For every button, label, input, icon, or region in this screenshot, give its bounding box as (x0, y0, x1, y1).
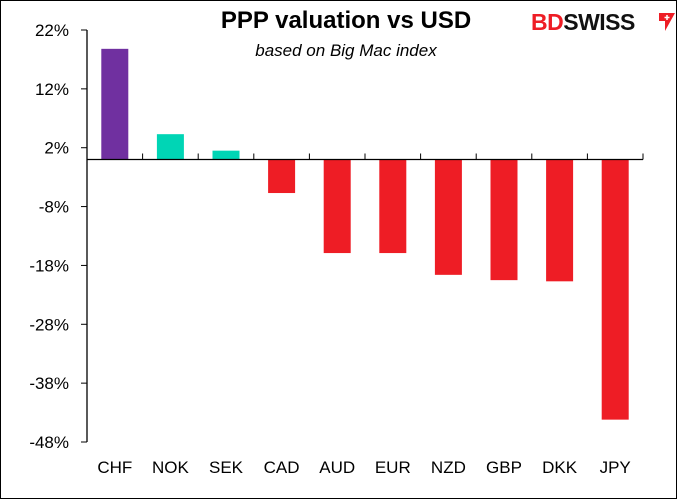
bar-nzd (434, 159, 462, 275)
bar-sek (212, 150, 240, 160)
y-tick-label: -18% (29, 256, 69, 275)
x-tick-label: JPY (600, 458, 631, 477)
x-tick-label: DKK (542, 458, 578, 477)
bar-gbp (490, 159, 518, 281)
bar-jpy (601, 159, 629, 420)
x-tick-label: NZD (431, 458, 466, 477)
x-tick-label: CAD (264, 458, 300, 477)
bar-chf (101, 48, 129, 160)
y-tick-label: 2% (44, 139, 69, 158)
x-tick-label: AUD (319, 458, 355, 477)
x-tick-label: SEK (209, 458, 244, 477)
y-tick-label: 22% (35, 21, 69, 40)
x-tick-label: GBP (486, 458, 522, 477)
bar-dkk (546, 159, 574, 282)
bar-cad (268, 159, 296, 194)
x-tick-label: NOK (152, 458, 190, 477)
y-tick-label: -28% (29, 315, 69, 334)
y-tick-label: 12% (35, 80, 69, 99)
x-tick-label: CHF (97, 458, 132, 477)
bar-eur (379, 159, 407, 254)
logo-arrow-icon (659, 13, 675, 31)
chart-title: PPP valuation vs USD (220, 7, 472, 34)
y-tick-label: -48% (29, 433, 69, 452)
logo-swiss: SWISS (563, 9, 635, 35)
bar-aud (323, 159, 351, 254)
logo-bd: BD (531, 9, 564, 35)
x-tick-label: EUR (375, 458, 411, 477)
bdswiss-logo: BDSWISS (531, 9, 675, 36)
y-tick-label: -8% (39, 198, 69, 217)
bar-nok (156, 134, 184, 160)
chart-subtitle: based on Big Mac index (255, 41, 437, 60)
y-tick-label: -38% (29, 374, 69, 393)
